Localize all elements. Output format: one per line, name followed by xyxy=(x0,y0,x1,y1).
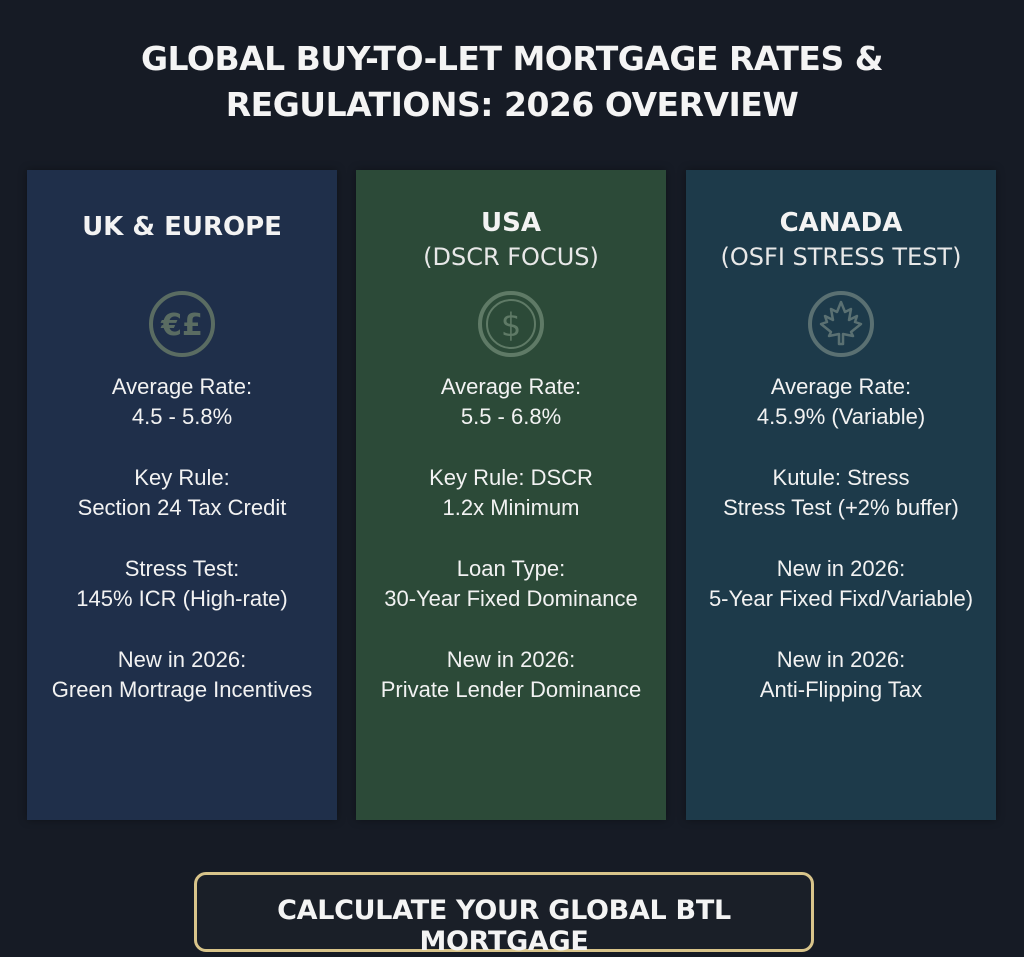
region-card-uk-europe: UK & EUROPE €£ Average Rate: 4.5 - 5.8% … xyxy=(27,170,337,820)
card-stats: Average Rate: 5.5 - 6.8% Key Rule: DSCR … xyxy=(356,372,666,736)
stat-value: Anti-Flipping Tax xyxy=(759,677,923,702)
stat-value: 5.5 - 6.8% xyxy=(460,404,562,429)
stat-label: Average Rate: xyxy=(770,374,912,399)
stat-label: New in 2026: xyxy=(117,647,247,672)
calculate-mortgage-button[interactable]: CALCULATE YOUR GLOBAL BTL MORTGAGE xyxy=(194,872,814,957)
euro-pound-icon: €£ xyxy=(146,288,218,360)
stat-key-rule: Kutule: Stress Stress Test (+2% buffer) xyxy=(686,463,996,554)
region-card-canada: CANADA (OSFI STRESS TEST) Average Rate: … xyxy=(686,170,996,820)
stat-label: Average Rate: xyxy=(440,374,582,399)
stat-label: Key Rule: xyxy=(134,465,230,490)
card-heading-title: CANADA xyxy=(779,208,903,238)
card-heading: UK & EUROPE xyxy=(27,210,337,282)
stat-label: New in 2026: xyxy=(446,647,576,672)
page-title-line-2: REGULATIONS: 2026 OVERVIEW xyxy=(225,85,799,124)
svg-text:€£: €£ xyxy=(160,308,203,343)
stat-average-rate: Average Rate: 4.5.9% (Variable) xyxy=(686,372,996,463)
svg-text:$: $ xyxy=(501,306,521,344)
page-title: GLOBAL BUY-TO-LET MORTGAGE RATES & REGUL… xyxy=(0,36,1024,128)
stat-average-rate: Average Rate: 5.5 - 6.8% xyxy=(356,372,666,463)
stat-new-in-2026: New in 2026: 5-Year Fixed Fixd/Variable) xyxy=(686,554,996,645)
stat-new-in-2026: New in 2026: Green Mortrage Incentives xyxy=(27,645,337,736)
stat-value: 4.5 - 5.8% xyxy=(131,404,233,429)
stat-value: 30-Year Fixed Dominance xyxy=(384,586,638,611)
stat-label: Average Rate: xyxy=(111,374,253,399)
stat-value: 145% ICR (High-rate) xyxy=(76,586,288,611)
stat-new-in-2026: New in 2026: Anti-Flipping Tax xyxy=(686,645,996,736)
region-card-usa: USA (DSCR FOCUS) $ Average Rate: 5.5 - 6… xyxy=(356,170,666,820)
stat-value: 5-Year Fixed Fixd/Variable) xyxy=(708,586,974,611)
card-stats: Average Rate: 4.5 - 5.8% Key Rule: Secti… xyxy=(27,372,337,736)
page-title-line-1: GLOBAL BUY-TO-LET MORTGAGE RATES & xyxy=(140,39,884,78)
card-heading-title: USA xyxy=(481,208,541,238)
stat-value: 1.2x Minimum xyxy=(442,495,580,520)
stat-value: 4.5.9% (Variable) xyxy=(756,404,926,429)
dollar-icon: $ xyxy=(475,288,547,360)
stat-label: New in 2026: xyxy=(776,647,906,672)
stat-label: Stress Test: xyxy=(124,556,240,581)
maple-leaf-icon xyxy=(805,288,877,360)
stat-key-rule: Key Rule: Section 24 Tax Credit xyxy=(27,463,337,554)
card-heading-title: UK & EUROPE xyxy=(82,212,282,242)
card-heading: CANADA (OSFI STRESS TEST) xyxy=(686,206,996,278)
card-heading-subtitle: (OSFI STRESS TEST) xyxy=(720,243,962,271)
stat-label: Loan Type: xyxy=(456,556,566,581)
stat-value: Private Lender Dominance xyxy=(380,677,642,702)
stat-key-rule: Key Rule: DSCR 1.2x Minimum xyxy=(356,463,666,554)
stat-label: Kutule: Stress xyxy=(772,465,910,490)
card-heading-subtitle: (DSCR FOCUS) xyxy=(423,243,599,271)
stat-label: Key Rule: DSCR xyxy=(429,465,593,490)
stat-label: New in 2026: xyxy=(776,556,906,581)
stat-value: Green Mortrage Incentives xyxy=(51,677,313,702)
stat-average-rate: Average Rate: 4.5 - 5.8% xyxy=(27,372,337,463)
card-stats: Average Rate: 4.5.9% (Variable) Kutule: … xyxy=(686,372,996,736)
stat-value: Stress Test (+2% buffer) xyxy=(723,495,959,520)
stat-new-in-2026: New in 2026: Private Lender Dominance xyxy=(356,645,666,736)
stat-stress-test: Stress Test: 145% ICR (High-rate) xyxy=(27,554,337,645)
stat-loan-type: Loan Type: 30-Year Fixed Dominance xyxy=(356,554,666,645)
stat-value: Section 24 Tax Credit xyxy=(77,495,287,520)
card-heading: USA (DSCR FOCUS) xyxy=(356,206,666,278)
